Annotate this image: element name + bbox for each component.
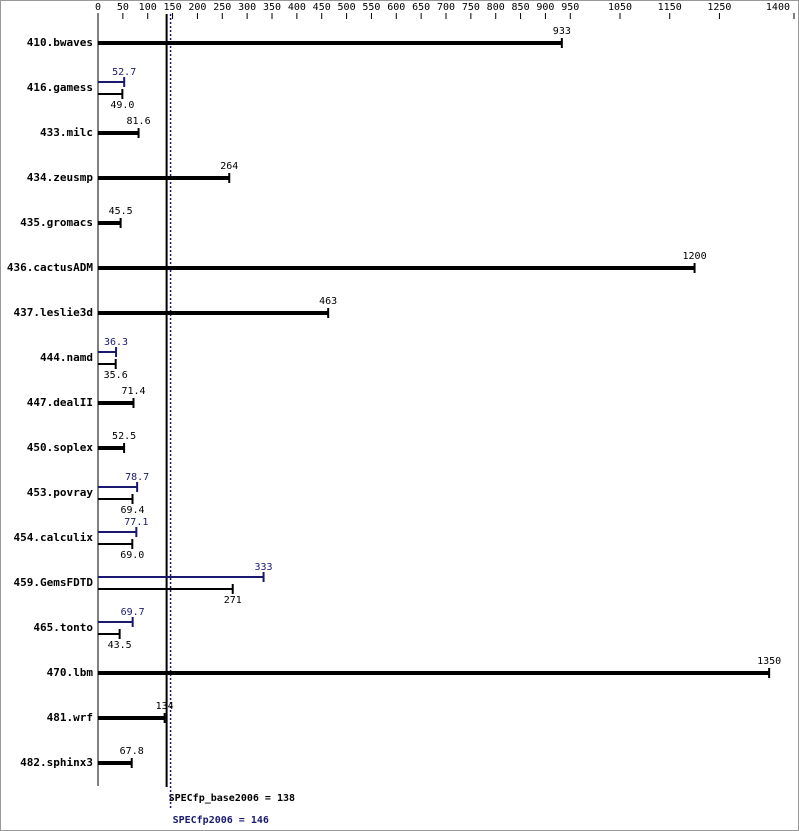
value-label: 69.0 [120,550,144,561]
x-tick-label: 250 [213,2,231,13]
x-tick-label: 850 [512,2,530,13]
x-tick-label: 1050 [608,2,632,13]
category-label: 416.gamess [27,81,93,94]
reference-label: SPECfp_base2006 = 138 [169,793,295,804]
x-tick-label: 1400 [766,2,790,13]
value-label: 71.4 [121,386,145,397]
value-label: 134 [156,701,174,712]
value-label: 69.7 [121,607,145,618]
value-label: 77.1 [124,517,148,528]
category-label: 454.calculix [14,531,94,544]
category-label: 410.bwaves [27,36,93,49]
value-label: 36.3 [104,337,128,348]
value-label: 67.8 [120,746,144,757]
x-tick-label: 200 [188,2,206,13]
category-label: 450.soplex [27,441,94,454]
x-tick-label: 150 [164,2,182,13]
value-label: 52.7 [112,67,136,78]
value-label: 1200 [683,251,707,262]
category-label: 453.povray [27,486,94,499]
category-label: 470.lbm [47,666,94,679]
category-label: 437.leslie3d [14,306,93,319]
value-label: 264 [220,161,238,172]
x-tick-label: 750 [462,2,480,13]
category-label: 447.dealII [27,396,93,409]
x-tick-label: 0 [95,2,101,13]
category-label: 435.gromacs [20,216,93,229]
value-label: 463 [319,296,337,307]
category-label: 481.wrf [47,711,93,724]
x-tick-label: 950 [561,2,579,13]
category-label: 436.cactusADM [7,261,93,274]
reference-label: SPECfp2006 = 146 [173,815,269,826]
x-tick-label: 700 [437,2,455,13]
value-label: 35.6 [104,370,128,381]
x-tick-label: 600 [387,2,405,13]
value-label: 333 [255,562,273,573]
value-label: 271 [224,595,242,606]
value-label: 69.4 [120,505,144,516]
category-label: 465.tonto [33,621,93,634]
x-tick-label: 100 [139,2,157,13]
x-tick-label: 900 [536,2,554,13]
category-label: 459.GemsFDTD [14,576,94,589]
category-label: 434.zeusmp [27,171,94,184]
x-tick-label: 1150 [658,2,682,13]
x-tick-label: 550 [362,2,380,13]
x-tick-label: 350 [263,2,281,13]
value-label: 43.5 [108,640,132,651]
value-label: 45.5 [109,206,133,217]
value-label: 933 [553,26,571,37]
x-tick-label: 650 [412,2,430,13]
x-tick-label: 50 [117,2,129,13]
value-label: 78.7 [125,472,149,483]
x-tick-label: 800 [487,2,505,13]
x-tick-label: 300 [238,2,256,13]
category-label: 433.milc [40,126,93,139]
x-tick-label: 450 [313,2,331,13]
x-tick-label: 1250 [707,2,731,13]
value-label: 81.6 [127,116,151,127]
value-label: 52.5 [112,431,136,442]
value-label: 49.0 [110,100,134,111]
category-label: 482.sphinx3 [20,756,93,769]
x-tick-label: 400 [288,2,306,13]
category-label: 444.namd [40,351,93,364]
x-tick-label: 500 [338,2,356,13]
value-label: 1350 [757,656,781,667]
